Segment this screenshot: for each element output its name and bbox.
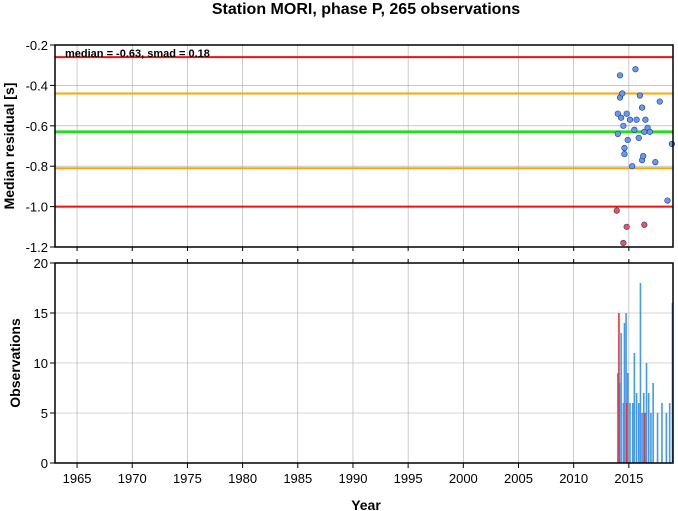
bar bbox=[625, 403, 628, 463]
bar bbox=[650, 413, 652, 463]
x-tick-label: 2005 bbox=[504, 471, 533, 486]
scatter-point bbox=[621, 144, 628, 152]
bar bbox=[656, 413, 659, 463]
scatter-point bbox=[631, 126, 638, 133]
scatter-point bbox=[668, 140, 675, 148]
x-tick-label: 1975 bbox=[173, 471, 202, 486]
top-reference-lines bbox=[55, 56, 673, 208]
bar bbox=[625, 313, 627, 463]
y-tick-label: -0.8 bbox=[26, 159, 48, 174]
bar bbox=[626, 373, 629, 463]
bar bbox=[622, 403, 625, 463]
scatter-point bbox=[638, 104, 646, 111]
bar bbox=[642, 393, 645, 463]
bar bbox=[618, 313, 620, 463]
y-tick-label: 20 bbox=[34, 256, 48, 271]
x-tick-label: 1965 bbox=[63, 471, 92, 486]
bar bbox=[645, 363, 648, 463]
x-tick-label: 1985 bbox=[283, 471, 312, 486]
bar bbox=[652, 383, 654, 463]
scatter-point bbox=[619, 90, 626, 97]
y-tick-label: -0.2 bbox=[26, 38, 48, 53]
bar bbox=[620, 333, 622, 463]
x-tick-label: 2015 bbox=[614, 471, 643, 486]
y-tick-label: -1.0 bbox=[26, 200, 48, 215]
bar bbox=[635, 393, 638, 463]
scatter-point bbox=[614, 110, 621, 117]
top-panel-frame bbox=[54, 44, 674, 248]
x-tick-label: 2010 bbox=[559, 471, 588, 486]
scatter-point bbox=[626, 116, 634, 123]
x-axis-label: Year bbox=[351, 497, 381, 511]
scatter-point bbox=[641, 221, 648, 228]
scatter-point bbox=[646, 128, 653, 135]
scatter-point bbox=[633, 116, 640, 123]
chart-title: Station MORI, phase P, 265 observations bbox=[212, 1, 520, 18]
bottom-ticks: 0 5 10 15 20 1965 1970 1975 1980 1985 1990 1995 2000… bbox=[34, 247, 643, 486]
bar bbox=[631, 403, 634, 463]
bar bbox=[623, 323, 626, 463]
scatter-point bbox=[614, 130, 621, 137]
top-grid bbox=[55, 44, 673, 248]
scatter-point bbox=[664, 197, 671, 204]
scatter-point bbox=[642, 116, 649, 123]
bottom-bars bbox=[617, 283, 674, 463]
bar bbox=[668, 403, 671, 463]
bottom-y-axis-label: Observations bbox=[7, 318, 23, 408]
y-tick-label: -0.6 bbox=[26, 119, 48, 134]
bottom-panel-frame bbox=[54, 262, 674, 464]
y-tick-label: 15 bbox=[34, 306, 48, 321]
y-tick-label: -0.4 bbox=[26, 78, 48, 93]
x-tick-label: 2000 bbox=[449, 471, 478, 486]
scatter-point bbox=[640, 153, 647, 160]
bar bbox=[629, 403, 631, 463]
top-scatter-points bbox=[613, 66, 675, 247]
scatter-point bbox=[623, 110, 630, 117]
x-tick-label: 1970 bbox=[118, 471, 147, 486]
bar bbox=[647, 393, 650, 463]
bar bbox=[639, 283, 642, 463]
y-tick-label: 0 bbox=[41, 456, 48, 471]
scatter-point bbox=[636, 92, 643, 99]
scatter-point bbox=[621, 150, 628, 158]
scatter-point bbox=[618, 114, 625, 121]
bar bbox=[641, 413, 643, 463]
scatter-point bbox=[620, 122, 627, 129]
x-tick-label: 1995 bbox=[394, 471, 423, 486]
bar bbox=[617, 373, 619, 463]
scatter-point bbox=[613, 207, 620, 214]
top-y-axis-label: Median residual [s] bbox=[1, 83, 17, 210]
scatter-point bbox=[624, 136, 631, 144]
bar bbox=[665, 413, 668, 463]
bottom-grid bbox=[55, 262, 673, 464]
bar bbox=[637, 403, 640, 463]
scatter-point bbox=[620, 239, 627, 247]
bar bbox=[661, 403, 663, 463]
x-tick-label: 1990 bbox=[339, 471, 368, 486]
bar bbox=[644, 413, 646, 463]
x-tick-label: 1980 bbox=[228, 471, 257, 486]
bar bbox=[633, 353, 636, 463]
y-tick-label: 10 bbox=[34, 356, 48, 371]
median-annotation: median = -0.63, smad = 0.18 bbox=[65, 48, 210, 60]
scatter-point bbox=[632, 66, 639, 73]
scatter-point bbox=[623, 223, 630, 230]
top-y-ticks: -0.2 -0.4 -0.6 -0.8 -1.0 -1.2 bbox=[26, 38, 55, 255]
y-tick-label: -1.2 bbox=[26, 240, 48, 255]
scatter-point bbox=[656, 98, 663, 105]
y-tick-label: 5 bbox=[41, 406, 48, 421]
scatter-point bbox=[629, 163, 636, 170]
scatter-point bbox=[616, 72, 624, 79]
scatter-point bbox=[635, 134, 642, 142]
scatter-point bbox=[652, 159, 659, 166]
